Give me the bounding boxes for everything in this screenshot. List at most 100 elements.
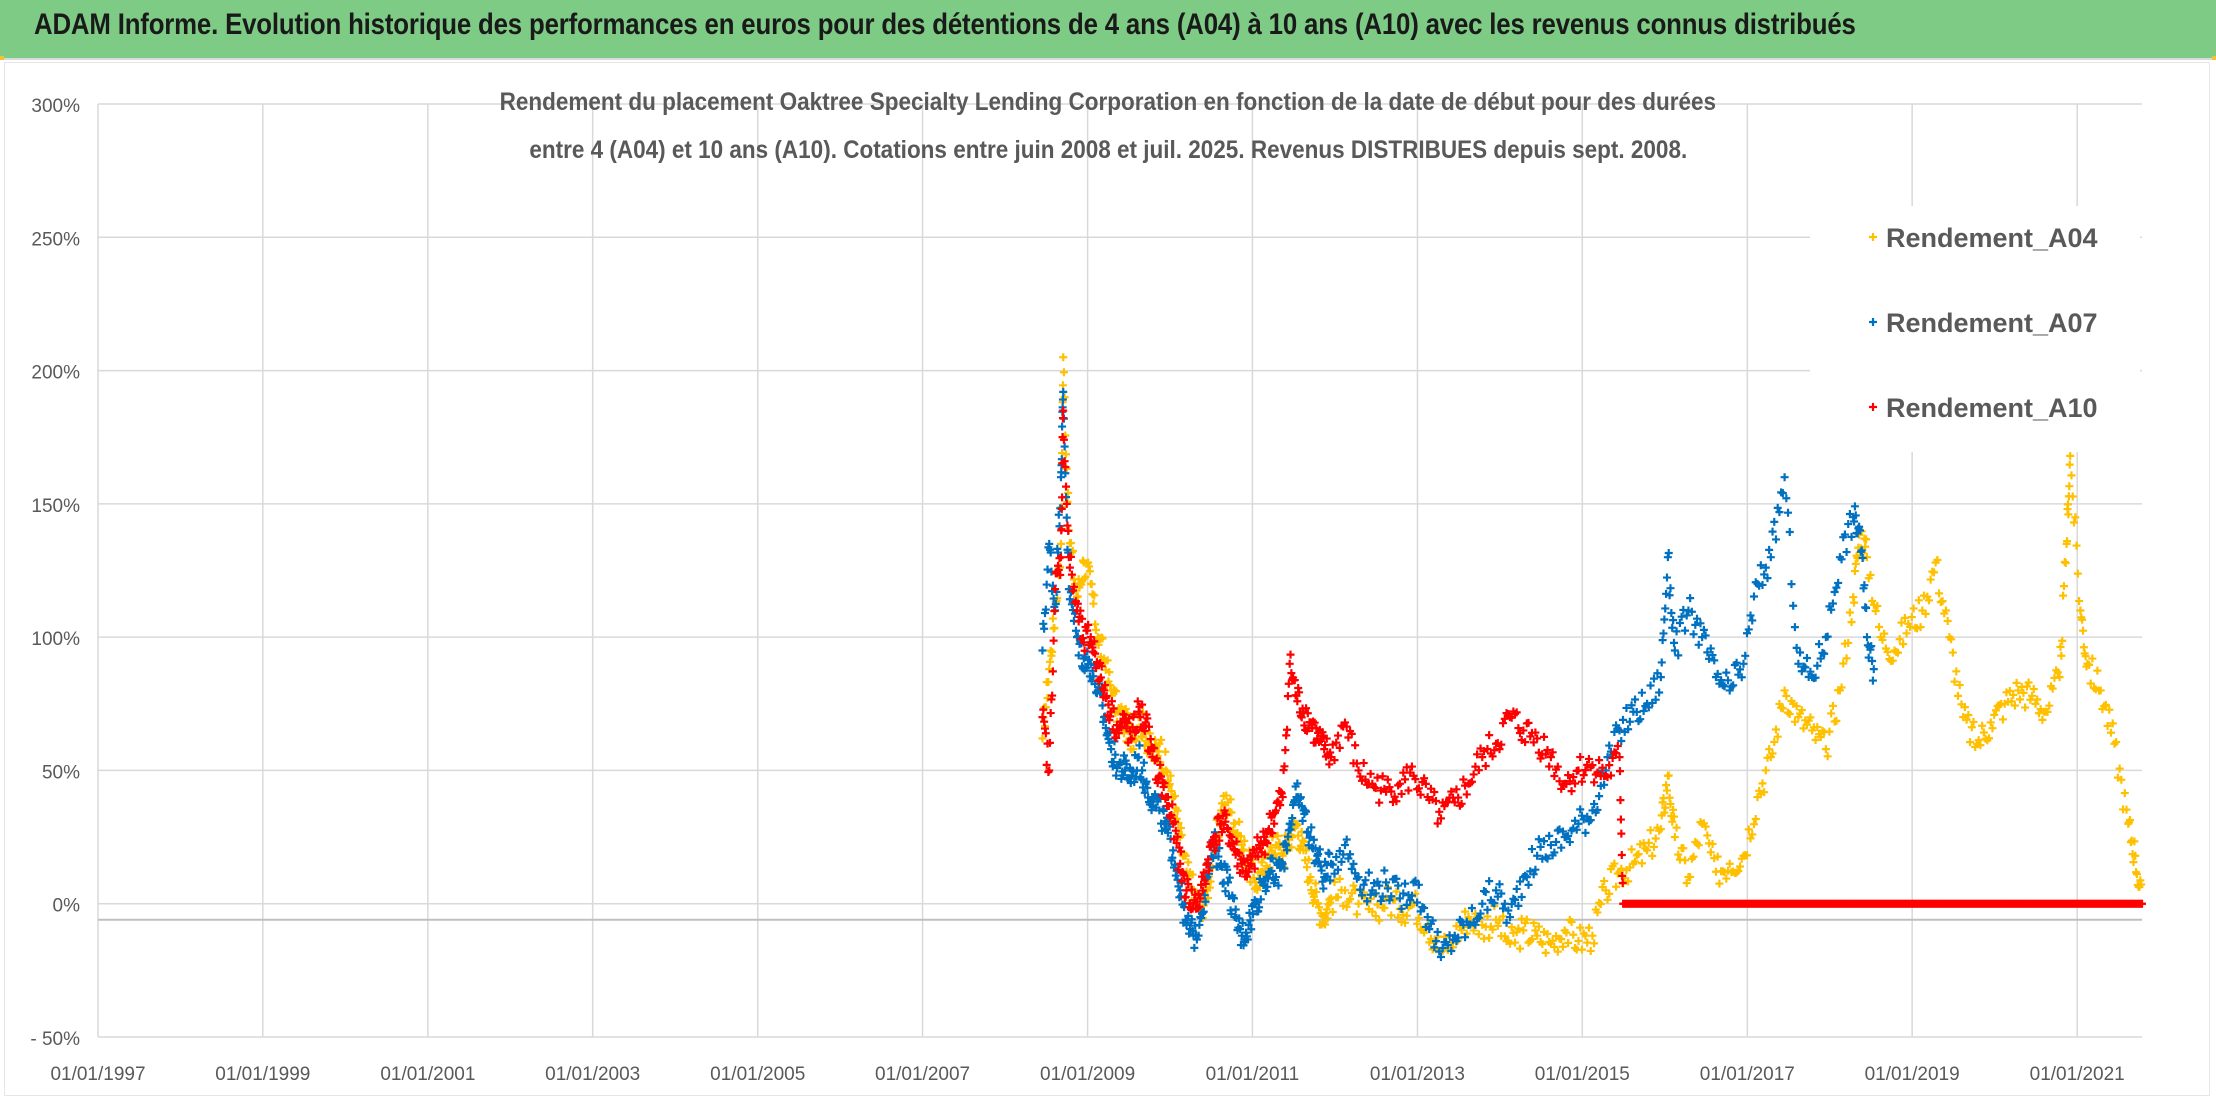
data-point — [1674, 850, 1683, 859]
data-point — [1682, 611, 1691, 620]
data-point — [2129, 858, 2138, 867]
data-point — [1271, 873, 1280, 882]
data-point — [1310, 718, 1319, 727]
data-point — [1361, 876, 1370, 885]
data-point — [1637, 859, 1646, 868]
data-point — [1325, 849, 1334, 858]
data-point — [2021, 703, 2030, 712]
data-point — [1948, 648, 1957, 657]
data-point — [1588, 761, 1597, 770]
data-point — [1236, 832, 1245, 841]
data-point — [1235, 914, 1244, 923]
data-point — [1041, 605, 1050, 614]
data-point — [1256, 895, 1265, 904]
data-point — [1130, 778, 1139, 787]
data-point — [1359, 759, 1368, 768]
data-point — [1669, 812, 1678, 821]
data-point — [1210, 846, 1219, 855]
data-point — [1302, 863, 1311, 872]
data-point — [1579, 771, 1588, 780]
data-point — [1558, 942, 1567, 951]
data-point — [1450, 798, 1459, 807]
data-point — [1325, 760, 1334, 769]
data-point — [1349, 881, 1358, 890]
data-point — [1867, 642, 1876, 651]
data-point — [1116, 758, 1125, 767]
data-point — [1967, 723, 1976, 732]
data-point — [1643, 846, 1652, 855]
data-point — [1661, 604, 1670, 613]
data-point — [1842, 654, 1851, 663]
data-point — [1090, 637, 1099, 646]
data-point — [2085, 660, 2094, 669]
data-point — [2120, 789, 2129, 798]
data-point — [2048, 684, 2057, 693]
x-tick-label: 01/01/2005 — [710, 1064, 805, 1085]
data-point — [1080, 646, 1089, 655]
data-point — [1519, 926, 1528, 935]
data-point — [1988, 724, 1997, 733]
data-point — [2038, 715, 2047, 724]
data-point — [1550, 942, 1559, 951]
data-point — [1332, 738, 1341, 747]
data-point — [1263, 882, 1272, 891]
data-point — [1309, 835, 1318, 844]
data-point — [1598, 763, 1607, 772]
data-point — [1590, 800, 1599, 809]
data-point — [1346, 895, 1355, 904]
data-point — [1857, 546, 1866, 555]
data-point — [1357, 891, 1366, 900]
data-point — [1283, 846, 1292, 855]
data-point — [1268, 829, 1277, 838]
data-point — [1176, 824, 1185, 833]
data-point — [1806, 713, 1815, 722]
data-point — [1625, 717, 1634, 726]
data-point — [1049, 636, 1058, 645]
data-point — [1507, 900, 1516, 909]
data-point — [1985, 734, 1993, 743]
data-point — [1506, 939, 1515, 948]
data-point — [1600, 877, 1609, 886]
data-point — [1232, 837, 1241, 846]
data-point — [2045, 701, 2054, 710]
data-point — [1392, 797, 1401, 806]
data-point — [1627, 701, 1636, 710]
data-point — [1681, 856, 1690, 865]
data-point — [1127, 734, 1136, 743]
data-point — [1476, 909, 1485, 918]
data-point — [1050, 623, 1059, 632]
data-point — [1352, 874, 1361, 883]
data-point — [1842, 548, 1851, 557]
x-tick-label: 01/01/2021 — [2030, 1064, 2125, 1085]
data-point — [1274, 881, 1283, 890]
data-point — [2034, 709, 2043, 718]
data-point — [1352, 759, 1361, 768]
data-point — [1081, 572, 1090, 581]
data-point — [1687, 607, 1696, 616]
data-point — [1454, 793, 1463, 802]
data-point — [1529, 870, 1538, 879]
data-point — [1194, 931, 1203, 940]
data-point — [1717, 676, 1726, 685]
data-point — [2066, 451, 2075, 460]
data-point — [1431, 937, 1440, 946]
data-point — [1765, 745, 1774, 754]
data-point — [1672, 627, 1681, 636]
data-point — [1045, 738, 1054, 747]
data-point — [1664, 548, 1673, 557]
series-layer — [1038, 353, 2146, 962]
data-point — [1399, 889, 1408, 898]
data-point — [1347, 864, 1356, 873]
data-point — [1507, 923, 1516, 932]
data-point — [1782, 494, 1791, 503]
data-point — [1672, 823, 1681, 832]
data-point — [2064, 510, 2073, 519]
x-tick-label: 01/01/2003 — [545, 1064, 640, 1085]
data-point — [1321, 741, 1330, 750]
data-point — [1616, 796, 1625, 805]
data-point — [1758, 779, 1767, 788]
data-point — [1540, 837, 1549, 846]
data-point — [1761, 766, 1770, 775]
data-point — [1868, 676, 1877, 685]
data-point — [1499, 719, 1508, 728]
